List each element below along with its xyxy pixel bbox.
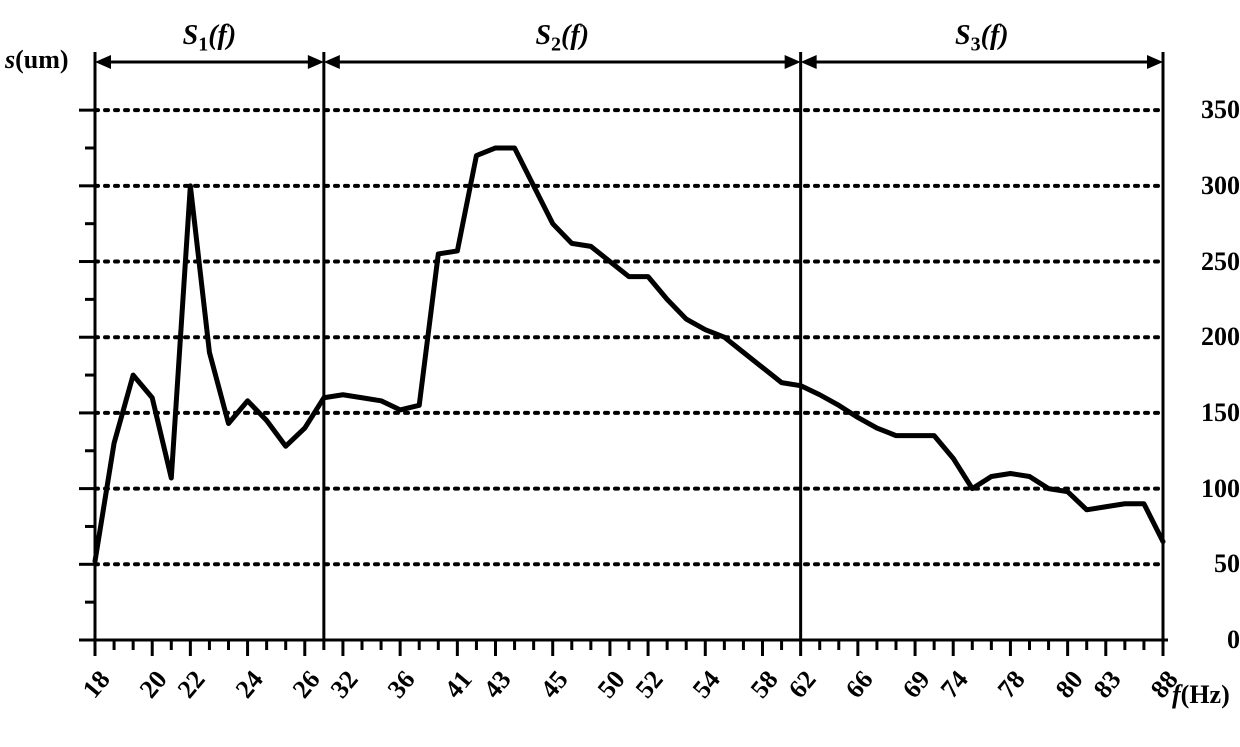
chart-container: S1(f)S2(f)S3(f) s(um) f(Hz) 050100150200… <box>0 0 1240 747</box>
plot-svg <box>0 0 1240 747</box>
